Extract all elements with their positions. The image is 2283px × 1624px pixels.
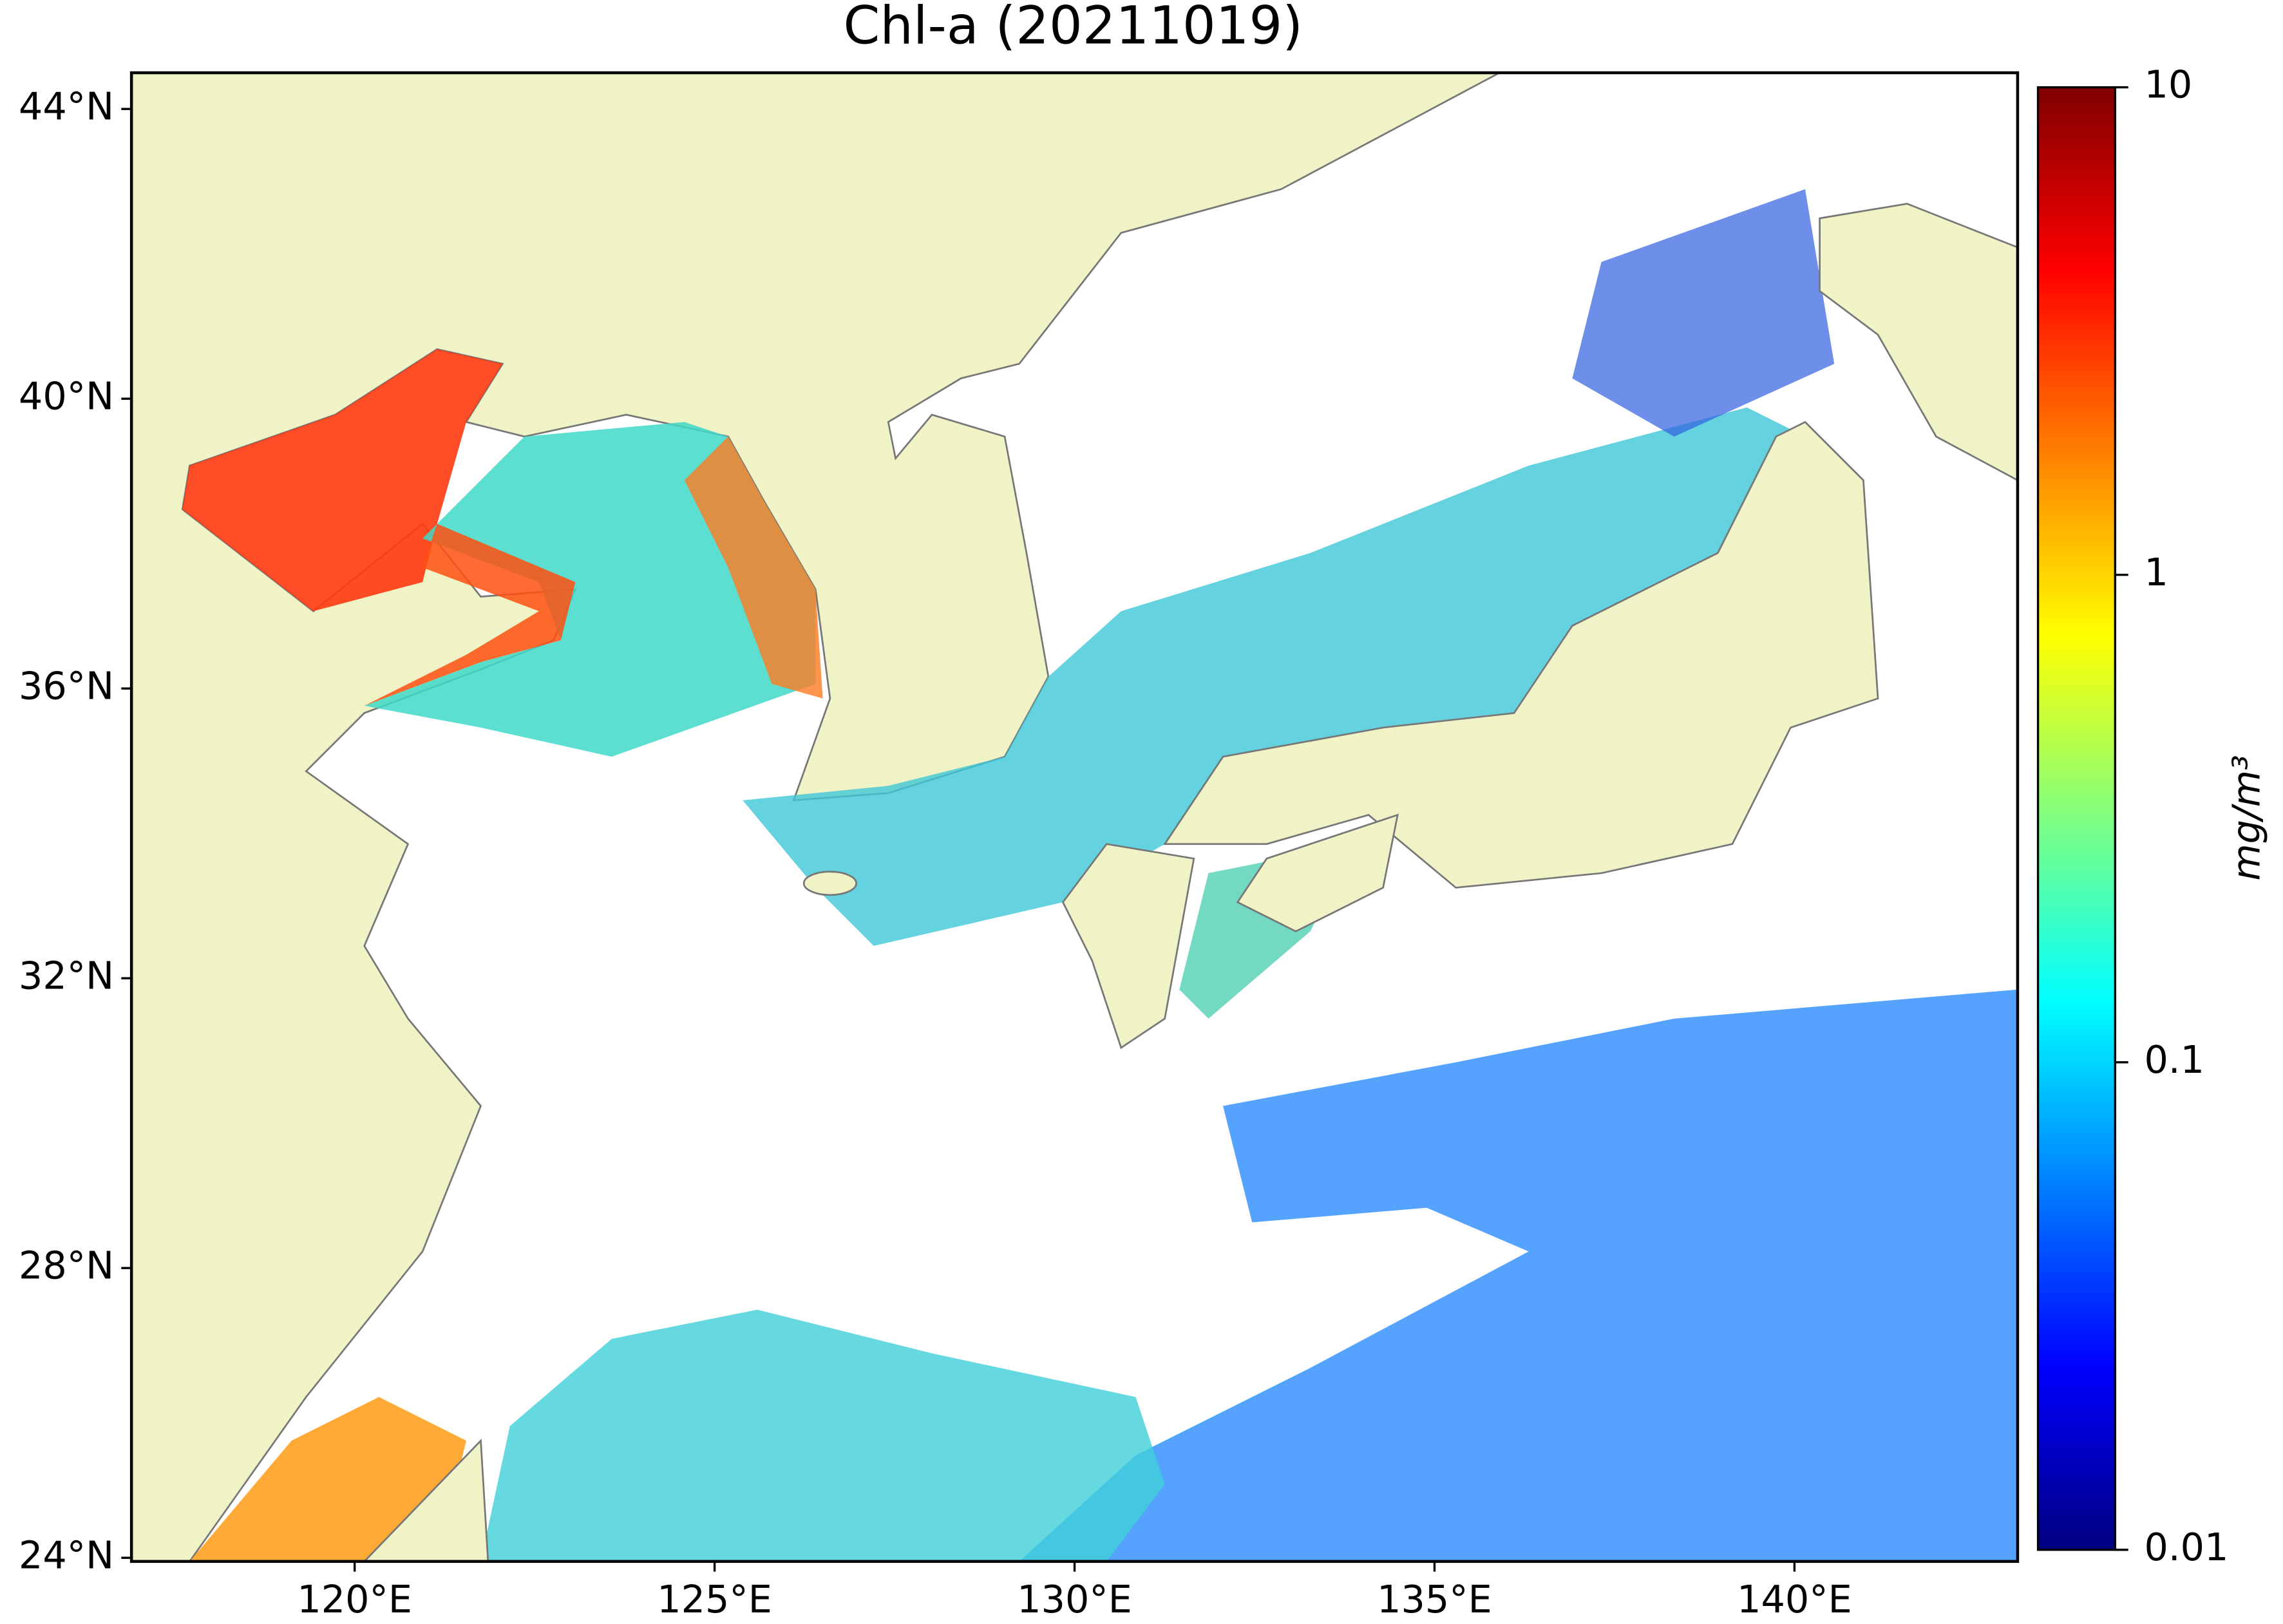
x-tick-label: 135°E [1377, 1577, 1492, 1621]
x-tick-label: 130°E [1017, 1577, 1132, 1621]
kyushu [1061, 843, 1195, 1050]
map [131, 72, 2018, 1562]
chl-patch [480, 1309, 1165, 1562]
chl-patch [1572, 189, 1835, 437]
colorbar-label: mg/m³ [2224, 755, 2268, 880]
colorbar-tick-label: 0.1 [2145, 1037, 2204, 1082]
x-tick-label: 140°E [1737, 1577, 1852, 1621]
jeju [802, 871, 857, 896]
chart-title: Chl-a (20211019) [844, 0, 1303, 57]
chl-patch [743, 407, 1805, 946]
chl-patch [684, 436, 823, 699]
chl-patch [1019, 989, 2018, 1562]
chl-patch [364, 524, 576, 706]
colorbar [2036, 86, 2117, 1551]
honshu [1163, 420, 1879, 889]
x-tick-label: 125°E [657, 1577, 772, 1621]
y-tick-label: 40°N [19, 373, 114, 418]
chl-patch [182, 349, 503, 612]
hokkaido [1819, 202, 2018, 482]
colorbar-tick-label: 10 [2145, 62, 2193, 107]
y-tick-label: 36°N [19, 663, 114, 708]
y-tick-label: 24°N [19, 1533, 114, 1577]
y-tick-label: 44°N [19, 84, 114, 128]
shikoku [1236, 813, 1399, 932]
x-tick-label: 120°E [297, 1577, 412, 1621]
y-tick-label: 32°N [19, 953, 114, 997]
chl-patch [189, 1397, 466, 1562]
colorbar-tick-label: 0.01 [2145, 1525, 2229, 1569]
y-tick-label: 28°N [19, 1243, 114, 1287]
taiwan [363, 1439, 489, 1562]
colorbar-tick-label: 1 [2145, 550, 2168, 594]
